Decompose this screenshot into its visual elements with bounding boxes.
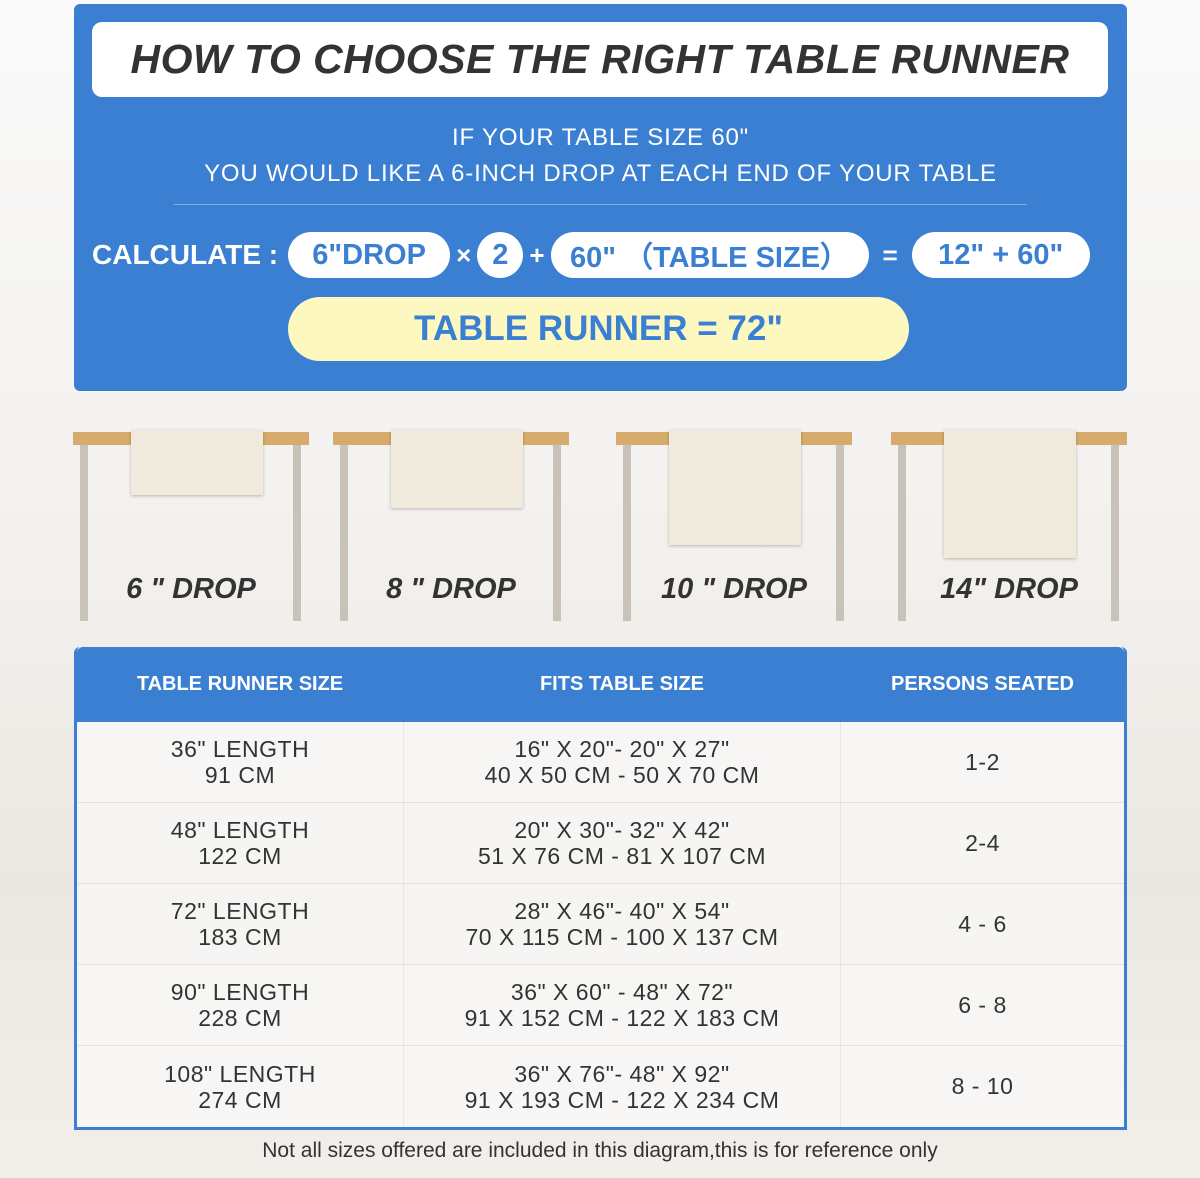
length-cm: 91 CM [204, 762, 276, 788]
table-leg [80, 445, 88, 621]
fit-cm: 91 X 152 CM - 122 X 183 CM [464, 1005, 780, 1031]
table-leg [898, 445, 906, 621]
plus-sign: + [529, 239, 545, 270]
title-box: HOW TO CHOOSE THE RIGHT TABLE RUNNER [92, 22, 1108, 97]
table-row: 72" LENGTH 183 CM 28" X 46"- 40" X 54" 70 … [77, 884, 1124, 965]
table-row: 48" LENGTH 122 CM 20" X 30"- 32" X 42" 51 … [77, 803, 1124, 884]
fits-table-cell: 36" X 76"- 48" X 92" 91 X 193 CM - 122 X … [403, 1046, 841, 1127]
fit-cm: 51 X 76 CM - 81 X 107 CM [477, 843, 767, 869]
length-inches: 108" LENGTH [164, 1060, 316, 1087]
fit-inches: 20" X 30"- 32" X 42" [514, 817, 730, 843]
fit-inches: 36" X 76"- 48" X 92" [514, 1060, 730, 1087]
divider [174, 204, 1027, 205]
runner-size-cell: 36" LENGTH 91 CM [77, 736, 403, 788]
header-fits-table: FITS TABLE SIZE [539, 673, 705, 695]
table-row: 36" LENGTH 91 CM 16" X 20"- 20" X 27" 40 X… [77, 722, 1124, 803]
drop-label: 14" DROP [940, 573, 1078, 605]
persons-cell: 6 - 8 [958, 991, 1007, 1018]
sum-pill: 12" + 60" [911, 232, 1090, 278]
calculation-panel: HOW TO CHOOSE THE RIGHT TABLE RUNNER IF … [74, 4, 1127, 391]
persons-cell: 8 - 10 [951, 1073, 1014, 1099]
runner-size-cell: 90" LENGTH 228 CM [77, 979, 403, 1031]
length-cm: 274 CM [198, 1086, 282, 1113]
intro-line-1: IF YOUR TABLE SIZE 60" [452, 124, 749, 151]
drop-illustration-14: 14" DROP [891, 430, 1127, 622]
persons-cell: 4 - 6 [958, 910, 1007, 937]
fits-table-cell: 36" X 60" - 48" X 72" 91 X 152 CM - 122 X… [403, 965, 841, 1045]
fit-inches: 36" X 60" - 48" X 72" [510, 979, 734, 1005]
table-row: 108" LENGTH 274 CM 36" X 76"- 48" X 92" 91… [77, 1046, 1124, 1127]
length-inches: 48" LENGTH [170, 817, 310, 843]
table-size-pill: 60" （TABLE SIZE） [550, 232, 869, 278]
fits-table-cell: 20" X 30"- 32" X 42" 51 X 76 CM - 81 X 10… [403, 803, 841, 883]
fit-cm: 91 X 193 CM - 122 X 234 CM [464, 1086, 780, 1113]
runner-drop [131, 430, 263, 495]
persons-cell: 2-4 [965, 829, 1000, 856]
drop-illustration-10: 10 " DROP [616, 430, 852, 622]
footnote: Not all sizes offered are included in th… [262, 1139, 938, 1162]
runner-drop [391, 430, 523, 508]
runner-size-cell: 108" LENGTH 274 CM [77, 1061, 403, 1113]
drop-illustration-6: 6 " DROP [73, 430, 309, 622]
drop-label: 8 " DROP [386, 573, 516, 605]
length-cm: 228 CM [198, 1005, 282, 1031]
runner-drop [669, 430, 801, 545]
table-row: 90" LENGTH 228 CM 36" X 60" - 48" X 72" 91… [77, 965, 1124, 1046]
runner-size-cell: 48" LENGTH 122 CM [77, 817, 403, 869]
drop-label: 10 " DROP [661, 573, 807, 605]
fit-inches: 16" X 20"- 20" X 27" [514, 736, 730, 762]
fits-table-cell: 16" X 20"- 20" X 27" 40 X 50 CM - 50 X 70… [403, 722, 841, 802]
fit-cm: 40 X 50 CM - 50 X 70 CM [484, 762, 760, 788]
length-inches: 72" LENGTH [170, 898, 310, 924]
table-leg [1111, 445, 1119, 621]
header-runner-size: TABLE RUNNER SIZE [136, 673, 344, 695]
drop-illustration-8: 8 " DROP [333, 430, 569, 622]
table-leg [293, 445, 301, 621]
length-inches: 90" LENGTH [170, 979, 310, 1005]
size-table: TABLE RUNNER SIZE FITS TABLE SIZE PERSON… [74, 647, 1127, 1130]
fits-table-cell: 28" X 46"- 40" X 54" 70 X 115 CM - 100 X … [403, 884, 841, 964]
header-persons: PERSONS SEATED [891, 673, 1074, 695]
multiplier-pill: 2 [477, 232, 524, 278]
page-title: HOW TO CHOOSE THE RIGHT TABLE RUNNER [130, 36, 1070, 82]
table-leg [836, 445, 844, 621]
equals-sign: = [882, 239, 898, 270]
formula: CALCULATE : 6"DROP × 2 + 60" （TABLE SIZE… [92, 232, 1090, 278]
result-pill: TABLE RUNNER = 72" [288, 297, 909, 361]
table-header: TABLE RUNNER SIZE FITS TABLE SIZE PERSON… [77, 647, 1124, 722]
intro-line-2: YOU WOULD LIKE A 6-INCH DROP AT EACH END… [204, 160, 997, 187]
fit-cm: 70 X 115 CM - 100 X 137 CM [465, 924, 779, 950]
table-leg [623, 445, 631, 621]
fit-inches: 28" X 46"- 40" X 54" [514, 898, 730, 924]
drop-pill: 6"DROP [288, 232, 451, 278]
table-leg [553, 445, 561, 621]
runner-drop [944, 430, 1076, 558]
runner-size-cell: 72" LENGTH 183 CM [77, 898, 403, 950]
persons-cell: 1-2 [965, 748, 1000, 775]
length-cm: 122 CM [198, 843, 282, 869]
calculate-label: CALCULATE : [92, 239, 279, 270]
table-leg [340, 445, 348, 621]
length-cm: 183 CM [198, 924, 282, 950]
times-sign: × [456, 239, 472, 270]
drop-label: 6 " DROP [126, 573, 256, 605]
length-inches: 36" LENGTH [170, 736, 310, 762]
